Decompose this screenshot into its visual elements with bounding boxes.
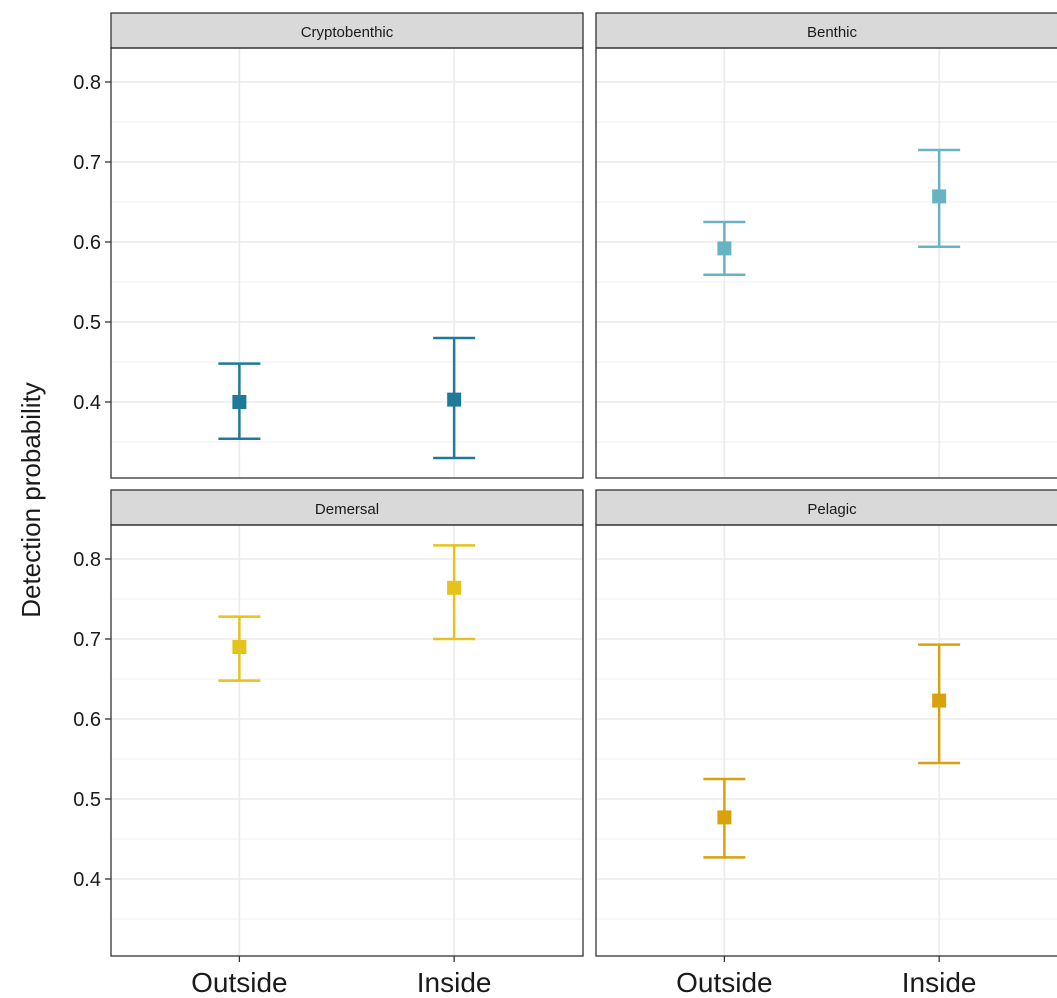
y-tick-label: 0.6 bbox=[73, 709, 101, 731]
panel-border bbox=[595, 524, 1057, 957]
y-tick-label: 0.7 bbox=[73, 629, 101, 651]
y-tick-label: 0.8 bbox=[73, 72, 101, 94]
x-tick-label: Inside bbox=[417, 967, 492, 998]
data-point bbox=[447, 580, 462, 595]
x-tick-label: Outside bbox=[676, 967, 773, 998]
panel-border bbox=[595, 47, 1057, 479]
y-tick-label: 0.5 bbox=[73, 312, 101, 334]
facet-strip bbox=[110, 12, 584, 49]
x-tick-label: Outside bbox=[191, 967, 288, 998]
data-point bbox=[932, 189, 947, 204]
facet-title: Cryptobenthic bbox=[301, 24, 394, 41]
panel-background bbox=[596, 48, 1057, 478]
data-point bbox=[717, 241, 732, 256]
y-tick-label: 0.4 bbox=[73, 869, 101, 891]
facet-title: Demersal bbox=[315, 501, 379, 518]
panel-background bbox=[111, 525, 583, 956]
y-tick-label: 0.4 bbox=[73, 392, 101, 414]
data-point bbox=[232, 640, 247, 654]
panel-background bbox=[111, 48, 583, 478]
y-tick-label: 0.5 bbox=[73, 789, 101, 811]
y-tick-label: 0.6 bbox=[73, 232, 101, 254]
facet-title: Benthic bbox=[807, 24, 858, 41]
facet-title: Pelagic bbox=[807, 501, 857, 518]
data-point bbox=[447, 392, 462, 407]
panel-border bbox=[110, 47, 584, 479]
data-point bbox=[232, 395, 247, 409]
y-axis-title: Detection probability bbox=[16, 382, 46, 618]
panel-border bbox=[110, 524, 584, 957]
x-tick-label: Inside bbox=[902, 967, 977, 998]
facet-strip bbox=[110, 489, 584, 526]
data-point bbox=[932, 693, 947, 708]
y-tick-label: 0.7 bbox=[73, 152, 101, 174]
data-point bbox=[717, 810, 732, 825]
panel-background bbox=[596, 525, 1057, 956]
y-tick-label: 0.8 bbox=[73, 549, 101, 571]
